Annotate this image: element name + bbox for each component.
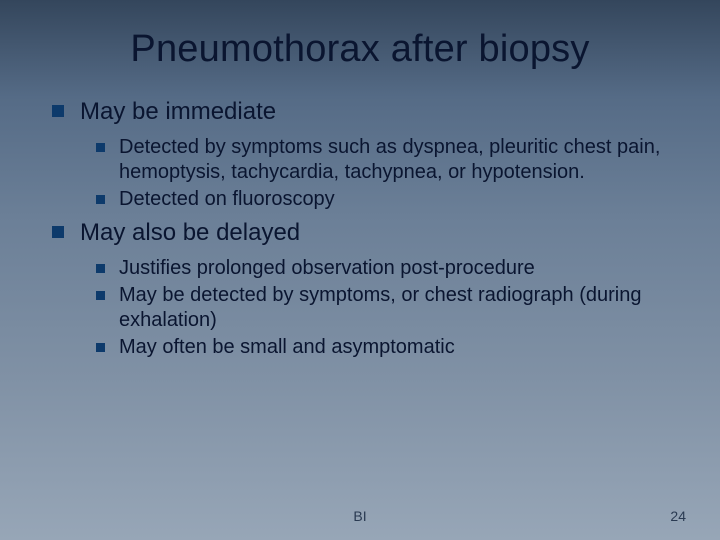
footer-center-label: BI [0, 508, 720, 524]
bullet-text: Justifies prolonged observation post-pro… [119, 256, 535, 281]
bullet-text: Detected on fluoroscopy [119, 187, 335, 212]
slide: Pneumothorax after biopsy May be immedia… [0, 0, 720, 540]
slide-number: 24 [670, 508, 686, 524]
bullet-level1: May be immediate [52, 97, 678, 127]
square-bullet-icon [96, 195, 105, 204]
bullet-level2: Detected on fluoroscopy [96, 187, 678, 212]
square-bullet-icon [96, 143, 105, 152]
square-bullet-icon [96, 291, 105, 300]
bullet-level2: Detected by symptoms such as dyspnea, pl… [96, 135, 678, 185]
bullet-level2: Justifies prolonged observation post-pro… [96, 256, 678, 281]
square-bullet-icon [52, 105, 64, 117]
bullet-text: Detected by symptoms such as dyspnea, pl… [119, 135, 678, 185]
bullet-text: May also be delayed [80, 218, 300, 248]
square-bullet-icon [52, 226, 64, 238]
slide-title: Pneumothorax after biopsy [42, 28, 678, 71]
slide-content: May be immediate Detected by symptoms su… [42, 97, 678, 360]
square-bullet-icon [96, 264, 105, 273]
bullet-text: May be immediate [80, 97, 276, 127]
bullet-text: May be detected by symptoms, or chest ra… [119, 283, 678, 333]
bullet-level1: May also be delayed [52, 218, 678, 248]
square-bullet-icon [96, 343, 105, 352]
bullet-level2: May be detected by symptoms, or chest ra… [96, 283, 678, 333]
bullet-level2: May often be small and asymptomatic [96, 335, 678, 360]
bullet-text: May often be small and asymptomatic [119, 335, 455, 360]
